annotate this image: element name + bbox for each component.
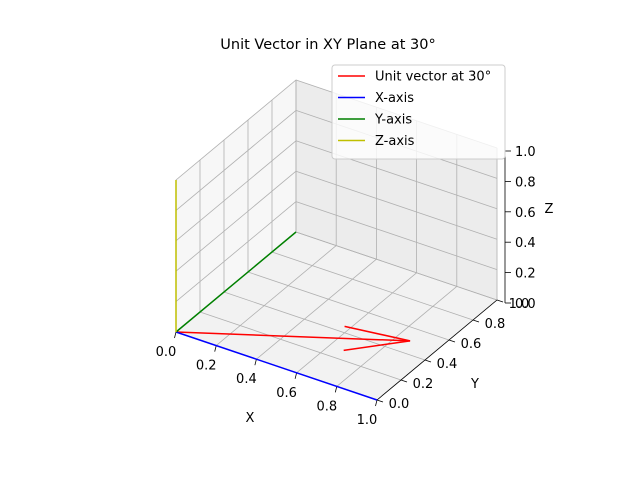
legend-entry-label: Y-axis bbox=[374, 113, 412, 128]
y-tick-label: 1.0 bbox=[509, 297, 530, 312]
x-tick-mark bbox=[294, 372, 297, 379]
y-axis-label: Y bbox=[470, 377, 479, 392]
z-tick-label: 0.8 bbox=[515, 175, 536, 190]
gridline-floor-y bbox=[199, 311, 402, 381]
gridline-back-z bbox=[295, 140, 498, 210]
gridline-floor-y bbox=[295, 231, 498, 301]
gridline-back-z bbox=[295, 201, 498, 270]
gridline-left-z bbox=[175, 79, 297, 181]
y-tick-mark bbox=[448, 339, 456, 343]
z-tick-label: 0.6 bbox=[515, 206, 536, 221]
x-tick-label: 0.6 bbox=[276, 386, 297, 401]
gridline-floor-x bbox=[336, 286, 458, 387]
x-axis-label: X bbox=[246, 411, 255, 426]
z-tick-label: 0.4 bbox=[515, 236, 536, 251]
z-axis-label: Z bbox=[545, 202, 554, 217]
y-tick-label: 0.8 bbox=[485, 317, 506, 332]
x-tick-mark bbox=[254, 359, 257, 366]
z-tick-label: 1.0 bbox=[515, 145, 536, 160]
gridline-left-z bbox=[175, 140, 297, 242]
y-tick-label: 0.0 bbox=[389, 397, 410, 412]
x-tick-label: 0.8 bbox=[316, 399, 337, 414]
x-tick-mark bbox=[174, 331, 177, 339]
gridline-floor-y bbox=[271, 251, 474, 321]
y-axis-line bbox=[175, 231, 297, 333]
gridline-floor-x bbox=[215, 245, 337, 346]
gridline-left-z bbox=[175, 201, 297, 302]
gridline-floor-y bbox=[247, 271, 450, 341]
unit-vector-head-lower bbox=[343, 340, 411, 352]
x-tick-label: 1.0 bbox=[357, 413, 378, 428]
z-tick-label: 0.2 bbox=[515, 267, 536, 282]
y-tick-label: 0.6 bbox=[461, 337, 482, 352]
unit-vector-head-upper bbox=[344, 325, 411, 342]
gridline-floor-x bbox=[256, 258, 377, 360]
z-tick-label: 0.0 bbox=[515, 297, 536, 312]
y-tick-mark bbox=[472, 319, 480, 323]
x-tick-label: 0.2 bbox=[196, 359, 217, 374]
gridline-left-z bbox=[175, 170, 297, 272]
y-tick-label: 0.4 bbox=[437, 357, 458, 372]
legend-entry-label: X-axis bbox=[375, 91, 414, 106]
y-tick-mark bbox=[496, 299, 504, 303]
chart-series bbox=[175, 180, 411, 401]
x-tick-mark bbox=[334, 386, 338, 393]
x-tick-label: 0.0 bbox=[156, 345, 177, 360]
chart-legend: Unit vector at 30° X-axis Y-axis Z-axis bbox=[331, 64, 506, 160]
gridline-back-z bbox=[295, 170, 498, 240]
chart-title: Unit Vector in XY Plane at 30° bbox=[220, 37, 435, 53]
gridline-floor-x bbox=[296, 272, 417, 374]
legend-entry-label: Unit vector at 30° bbox=[375, 70, 491, 85]
x-tick-label: 0.4 bbox=[236, 372, 257, 387]
x-axis-line bbox=[175, 331, 378, 401]
y-tick-mark bbox=[376, 399, 384, 403]
gridline-left-z bbox=[175, 110, 297, 211]
y-tick-label: 0.2 bbox=[413, 377, 434, 392]
x-tick-mark bbox=[214, 345, 217, 352]
gridline-floor-y bbox=[223, 291, 426, 361]
legend-box bbox=[331, 64, 506, 160]
y-axis-line bbox=[376, 299, 498, 401]
chart-axes: 0.00.00.00.20.20.20.40.40.40.60.60.60.80… bbox=[156, 145, 536, 428]
unit-vector-shaft bbox=[175, 331, 411, 342]
x-tick-mark bbox=[375, 399, 378, 407]
y-tick-mark bbox=[400, 379, 408, 383]
unit-vector-arrow bbox=[175, 325, 411, 352]
legend-entry-label: Z-axis bbox=[375, 134, 415, 149]
y-tick-mark bbox=[424, 359, 432, 363]
